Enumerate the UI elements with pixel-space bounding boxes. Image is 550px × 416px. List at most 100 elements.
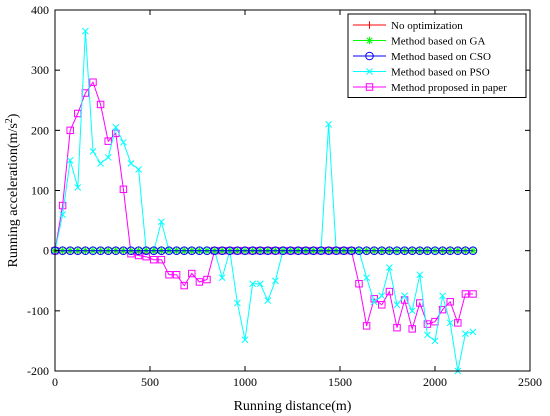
x-tick-label: 500 xyxy=(141,375,159,389)
data-point xyxy=(355,280,363,288)
legend-marker xyxy=(365,83,374,91)
legend-entry: Method based on CSO xyxy=(353,51,491,63)
data-point xyxy=(362,322,371,330)
data-point xyxy=(74,184,82,191)
data-point xyxy=(127,160,135,167)
data-point xyxy=(157,255,166,264)
data-point xyxy=(66,157,74,164)
y-tick-label: 0 xyxy=(43,244,49,258)
y-tick-label: 400 xyxy=(31,3,49,17)
data-point xyxy=(256,280,264,288)
legend-entry: No optimization xyxy=(353,20,463,32)
legend-label: Method based on GA xyxy=(391,36,485,48)
data-point xyxy=(468,246,478,255)
data-point xyxy=(431,337,439,345)
data-point xyxy=(469,290,477,298)
series-5 xyxy=(51,78,477,333)
data-point xyxy=(234,299,241,307)
data-point xyxy=(165,271,173,279)
data-point xyxy=(378,301,386,309)
data-point xyxy=(195,278,204,286)
legend: No optimization Method based on GA Method … xyxy=(347,13,527,98)
y-tick-label: 300 xyxy=(31,63,49,77)
legend-label: Method based on CSO xyxy=(391,51,491,63)
data-point xyxy=(112,123,120,131)
data-point xyxy=(59,211,66,218)
data-point xyxy=(58,201,67,210)
data-point xyxy=(119,185,128,194)
data-point xyxy=(469,328,477,336)
data-point xyxy=(378,292,386,300)
x-tick-label: 2500 xyxy=(518,375,542,389)
data-point xyxy=(97,160,104,167)
y-axis-title-superscript: 2 xyxy=(4,118,15,123)
data-point xyxy=(408,307,416,315)
data-point xyxy=(104,154,112,161)
data-point xyxy=(180,281,188,290)
data-point xyxy=(158,218,165,226)
y-tick-label: -200 xyxy=(27,364,49,378)
data-point xyxy=(325,120,332,128)
data-point xyxy=(120,138,127,146)
axis-ticks: 0 500 1000 1500 2000 2500 -200 -100 0 100 200 300 40… xyxy=(27,3,542,389)
data-point xyxy=(446,298,454,306)
y-axis-title: Running acceleration(m/s2) xyxy=(4,113,22,267)
y-tick-label: 200 xyxy=(31,123,49,137)
x-tick-label: 1500 xyxy=(328,375,352,389)
data-point xyxy=(89,147,97,155)
legend-marker xyxy=(365,21,374,29)
data-point xyxy=(454,319,462,327)
legend-entry: Method based on GA xyxy=(353,36,485,48)
x-tick-label: 1000 xyxy=(233,375,257,389)
data-point xyxy=(172,271,181,279)
data-point xyxy=(363,274,370,282)
data-point xyxy=(104,137,112,145)
legend-label: No optimization xyxy=(391,20,463,32)
legend-marker xyxy=(365,51,374,61)
data-point xyxy=(462,330,469,338)
x-tick-label: 2000 xyxy=(423,375,447,389)
data-point xyxy=(439,292,446,300)
y-axis-title-main: Running acceleration(m/s xyxy=(6,123,21,267)
data-point xyxy=(386,264,393,271)
y-tick-label: -100 xyxy=(27,304,49,318)
data-point xyxy=(393,301,401,309)
data-point xyxy=(66,126,74,135)
data-point xyxy=(249,280,256,288)
data-point xyxy=(135,166,142,173)
legend-label: Method based on PSO xyxy=(391,67,490,79)
legend-entry: Method proposed in paper xyxy=(353,82,507,94)
data-point xyxy=(438,305,447,314)
data-point xyxy=(89,78,97,86)
series-3 xyxy=(50,246,478,255)
data-point xyxy=(188,269,196,278)
x-axis-title: Running distance(m) xyxy=(234,399,352,414)
data-point xyxy=(370,298,378,306)
data-point xyxy=(393,323,401,332)
data-point xyxy=(461,290,470,298)
legend-label: Method proposed in paper xyxy=(391,82,507,94)
data-point xyxy=(150,255,158,264)
y-axis-title-close: ) xyxy=(6,113,21,118)
data-point xyxy=(416,271,424,279)
legend-entry: Method based on PSO xyxy=(353,67,490,79)
data-point xyxy=(96,100,105,109)
data-point xyxy=(203,275,211,284)
series-layer xyxy=(50,27,478,375)
data-point xyxy=(423,320,432,328)
data-point xyxy=(218,274,226,282)
legend-marker xyxy=(366,68,373,75)
y-tick-label: 100 xyxy=(31,184,49,198)
data-point xyxy=(264,297,272,304)
data-point xyxy=(241,336,249,344)
data-point xyxy=(424,331,431,339)
data-point xyxy=(408,325,416,333)
legend-marker xyxy=(365,36,374,45)
data-point xyxy=(401,292,408,300)
data-point xyxy=(82,27,89,35)
data-point xyxy=(272,277,279,285)
data-point xyxy=(446,319,454,327)
x-tick-label: 0 xyxy=(52,375,58,389)
data-point xyxy=(385,287,394,296)
